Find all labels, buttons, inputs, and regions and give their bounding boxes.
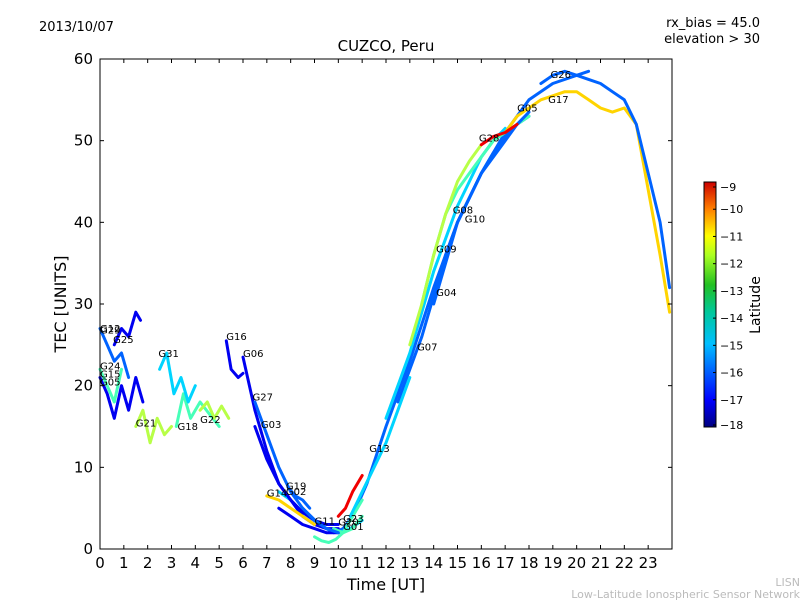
sat-label-G02: G02 xyxy=(286,487,306,498)
colorbar-tick-label: −9 xyxy=(720,181,736,194)
sat-label-G25: G25 xyxy=(113,335,133,346)
x-tick-label: 23 xyxy=(639,554,658,572)
sat-label-G26: G26 xyxy=(551,70,571,81)
y-tick-label: 50 xyxy=(74,132,93,150)
series-G01 xyxy=(303,71,589,532)
x-tick-label: 3 xyxy=(167,554,177,572)
y-tick-label: 0 xyxy=(83,540,93,558)
colorbar-tick-label: −12 xyxy=(720,258,743,271)
sat-label-G05: G05 xyxy=(100,378,120,389)
colorbar-tick-label: −15 xyxy=(720,339,743,352)
plot-frame xyxy=(100,59,672,549)
series-G06 xyxy=(243,357,338,528)
y-tick-label: 60 xyxy=(74,50,93,68)
colorbar-tick-label: −17 xyxy=(720,394,743,407)
sat-label-G05: G05 xyxy=(517,103,537,114)
y-tick-label: 30 xyxy=(74,295,93,313)
x-tick-label: 17 xyxy=(496,554,515,572)
colorbar-label: Latitude xyxy=(748,276,764,334)
colorbar-tick-label: −10 xyxy=(720,203,743,216)
x-tick-label: 6 xyxy=(238,554,248,572)
x-axis-label: Time [UT] xyxy=(346,575,425,594)
x-tick-label: 9 xyxy=(310,554,320,572)
x-tick-label: 22 xyxy=(615,554,634,572)
x-tick-label: 12 xyxy=(376,554,395,572)
y-tick-label: 40 xyxy=(74,213,93,231)
sat-label-G14: G14 xyxy=(267,489,287,500)
date-label: 2013/10/07 xyxy=(39,20,114,35)
colorbar-tick-label: −11 xyxy=(720,230,743,243)
chart-title: CUZCO, Peru xyxy=(338,37,435,55)
axis-ticks: 0 1 2 3 4 5 6 7 8 9 10 11 12 13 14 15 16 17 18 19 20 21 22 2301… xyxy=(74,50,672,572)
y-tick-label: 20 xyxy=(74,377,93,395)
tec-chart: 2013/10/07 rx_bias = 45.0 elevation > 30… xyxy=(0,0,800,600)
sat-label-G22: G22 xyxy=(200,415,220,426)
x-tick-label: 11 xyxy=(353,554,372,572)
sat-label-G13: G13 xyxy=(369,444,389,455)
sat-label-G11: G11 xyxy=(315,517,335,528)
series-G04 xyxy=(398,116,529,402)
y-axis-label: TEC [UNITS] xyxy=(51,256,70,354)
x-tick-label: 15 xyxy=(448,554,467,572)
sat-label-G07: G07 xyxy=(417,343,437,354)
sat-label-G03: G03 xyxy=(261,420,281,431)
x-tick-label: 13 xyxy=(400,554,419,572)
sat-label-G28: G28 xyxy=(479,134,499,145)
x-tick-label: 1 xyxy=(119,554,129,572)
x-tick-label: 2 xyxy=(143,554,153,572)
sat-label-G10: G10 xyxy=(465,214,485,225)
sat-label-G09: G09 xyxy=(436,245,456,256)
sat-label-G16: G16 xyxy=(226,332,246,343)
x-tick-label: 18 xyxy=(519,554,538,572)
sat-label-G01: G01 xyxy=(343,522,363,533)
colorbar-tick-label: −16 xyxy=(720,367,743,380)
x-tick-label: 5 xyxy=(214,554,224,572)
colorbar-tick-label: −18 xyxy=(720,419,743,432)
colorbar-tick-label: −14 xyxy=(720,312,743,325)
sat-label-G04: G04 xyxy=(436,288,456,299)
rx-bias-label: rx_bias = 45.0 xyxy=(666,16,760,31)
elevation-label: elevation > 30 xyxy=(664,32,760,47)
colorbar xyxy=(704,182,716,427)
x-tick-label: 4 xyxy=(191,554,201,572)
sat-label-G06: G06 xyxy=(243,349,263,360)
sat-label-G31: G31 xyxy=(158,349,178,360)
x-tick-label: 20 xyxy=(567,554,586,572)
x-tick-label: 7 xyxy=(262,554,272,572)
series-G31 xyxy=(160,353,196,402)
series-G16 xyxy=(226,341,243,378)
sat-label-G18: G18 xyxy=(178,422,198,433)
y-tick-label: 10 xyxy=(74,458,93,476)
x-tick-label: 8 xyxy=(286,554,296,572)
sat-label-G17: G17 xyxy=(548,95,568,106)
colorbar-tick-label: −13 xyxy=(720,285,743,298)
sat-label-G21: G21 xyxy=(136,419,156,430)
x-tick-label: 10 xyxy=(329,554,348,572)
footer-network: Low-Latitude Ionospheric Sensor Network xyxy=(571,588,800,600)
series-G17 xyxy=(505,92,669,313)
colorbar-ticks: −9 −10 −11 −12 −13 −14 −15 −16 −17 −18 xyxy=(713,181,743,432)
sat-label-G27: G27 xyxy=(253,392,273,403)
x-tick-label: 16 xyxy=(472,554,491,572)
x-tick-label: 19 xyxy=(543,554,562,572)
x-tick-label: 14 xyxy=(424,554,443,572)
x-tick-label: 21 xyxy=(591,554,610,572)
x-tick-label: 0 xyxy=(95,554,105,572)
